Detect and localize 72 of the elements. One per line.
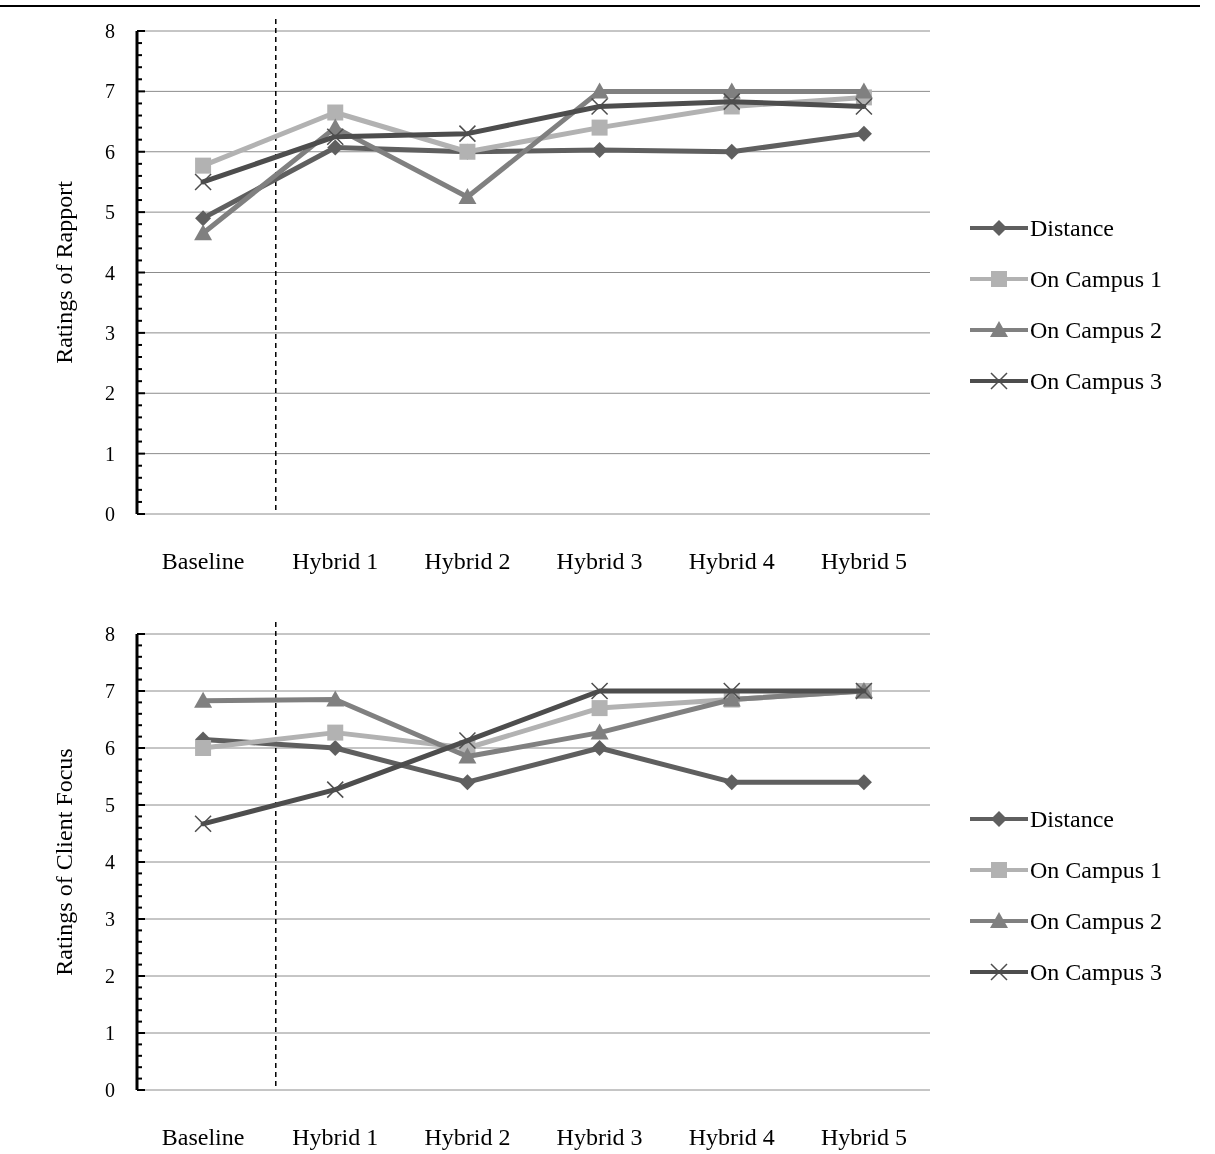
legend-label: On Campus 2 [1030,317,1162,344]
x-tick-label: Hybrid 1 [292,1124,379,1150]
point [194,815,212,833]
legend-label: On Campus 3 [1030,368,1162,395]
y-tick-label: 7 [105,80,115,103]
x-tick-label: Hybrid 2 [424,1124,511,1150]
point [195,210,212,227]
point [458,731,477,750]
point [327,724,344,741]
legend-label: On Campus 1 [1030,266,1162,293]
point [855,97,873,116]
x-tick-label: Baseline [161,1124,245,1150]
point [459,774,476,791]
x-tick-label: Hybrid 5 [820,548,907,574]
x-tick-label: Hybrid 5 [820,1124,907,1150]
point [854,82,873,99]
y-tick-label: 1 [105,1022,115,1044]
legend-label: Distance [1030,215,1114,242]
y-tick-label: 5 [105,794,115,816]
point [591,740,608,756]
point [194,224,213,241]
point [195,157,212,174]
point [590,682,609,700]
y-tick-label: 1 [105,442,115,465]
legend-label: On Campus 1 [1030,857,1162,884]
y-tick-label: 4 [105,261,115,284]
point [326,690,345,707]
legend-label: On Campus 3 [1030,959,1162,986]
point [326,127,344,146]
x-tick-label: Hybrid 1 [292,548,379,574]
point [458,747,477,764]
y-axis-title: Ratings of Client Focus [51,748,77,976]
y-tick-label: 0 [105,503,115,525]
point [458,124,477,143]
legend-label: Distance [1030,806,1114,833]
y-tick-label: 4 [105,851,115,873]
y-tick-label: 3 [105,908,115,930]
point [591,141,608,158]
x-tick-label: Hybrid 4 [688,548,775,574]
point [194,173,212,191]
y-tick-label: 6 [105,737,115,759]
point [326,780,344,799]
y-tick-label: 5 [105,201,115,224]
x-tick-label: Hybrid 4 [688,1124,775,1150]
point [195,740,212,756]
y-tick-label: 3 [105,321,115,344]
point [723,774,740,791]
x-tick-label: Hybrid 2 [424,548,511,574]
point [723,92,741,111]
y-tick-label: 8 [105,20,115,42]
y-tick-label: 2 [105,382,115,405]
point [590,723,609,740]
y-tick-label: 2 [105,965,115,987]
point [194,691,213,708]
point [327,104,344,121]
y-tick-label: 0 [105,1079,115,1101]
x-tick-label: Baseline [161,548,245,574]
y-axis-title: Ratings of Rapport [51,180,77,364]
legend-label: On Campus 2 [1030,908,1162,935]
point [327,139,344,156]
point [591,119,608,136]
y-tick-label: 8 [105,623,115,645]
point [723,682,741,700]
x-tick-label: Hybrid 3 [556,1124,643,1150]
point [591,700,608,717]
x-tick-label: Hybrid 3 [556,548,643,574]
y-tick-label: 7 [105,680,115,702]
point [855,125,872,142]
point [458,188,477,205]
point [590,97,609,116]
point [327,740,344,756]
y-tick-label: 6 [105,140,115,163]
